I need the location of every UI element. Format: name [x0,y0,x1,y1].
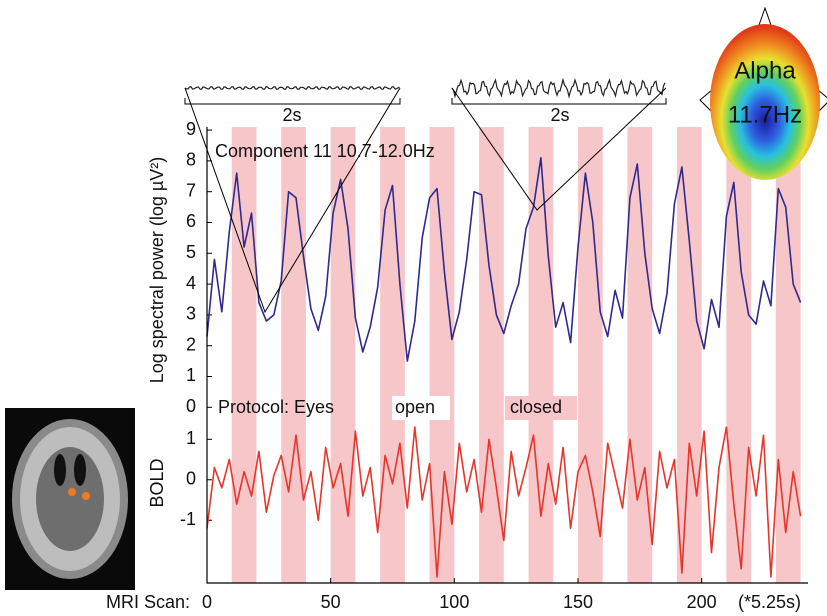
x-tick-label: 200 [687,592,717,612]
eeg-insets [184,77,667,314]
topomap-label: 11.7Hz [728,101,802,128]
y-axis-label: Log spectral power (log µV²) [147,157,167,383]
y-tick-label: 4 [186,273,196,293]
annotation: Component 11 10.7-12.0Hz [215,141,435,161]
inset-brackets [184,98,667,105]
inset-label: 2s [282,105,301,125]
y-tick-label: 6 [186,211,196,231]
eyes-closed-band [726,127,752,583]
y-tick-label: 0 [186,396,196,416]
topomap [699,6,827,180]
data-line [206,426,802,578]
y-tick-label: -1 [180,509,196,529]
y-tick-label: 8 [186,150,196,170]
x-axis-unit: (*5.25s) [738,592,801,612]
y-tick-label: 1 [186,428,196,448]
y-tick-label: 2 [186,334,196,354]
protocol-label: closed [510,397,562,417]
x-tick-label: 100 [439,592,469,612]
y-tick-label: 7 [186,180,196,200]
x-axis-label: MRI Scan: [106,592,190,612]
zoom-lines [184,87,667,314]
eeg-trace [184,86,400,90]
y-tick-label: 9 [186,119,196,139]
eyes-closed-band [676,127,702,583]
y-tick-label: 3 [186,304,196,324]
x-tick-label: 0 [202,592,212,612]
inset-label: 2s [550,105,569,125]
eeg-trace [451,77,666,99]
legend-swatch [392,396,450,420]
data-line [206,157,802,362]
protocol-label: Protocol: Eyes [218,397,334,417]
brain-image [5,408,135,590]
axis-frame [206,127,808,584]
legend-swatch [505,396,577,420]
y-axis-label: BOLD [147,458,167,507]
topomap-label: Alpha [734,57,796,84]
protocol-label: open [395,397,435,417]
x-tick-label: 150 [563,592,593,612]
y-tick-label: 0 [186,469,196,489]
eyes-closed-band [380,127,405,583]
x-tick-label: 50 [321,592,341,612]
y-tick-label: 1 [186,365,196,385]
eyes-closed-band [281,127,306,583]
y-tick-label: 5 [186,242,196,262]
eyes-closed-band [231,127,257,583]
eyes-closed-band [577,127,603,583]
plot: 0 1 2 3 4 5 6 7 8 9 -1 0 1 0 50 100 150 200 [180,119,808,612]
